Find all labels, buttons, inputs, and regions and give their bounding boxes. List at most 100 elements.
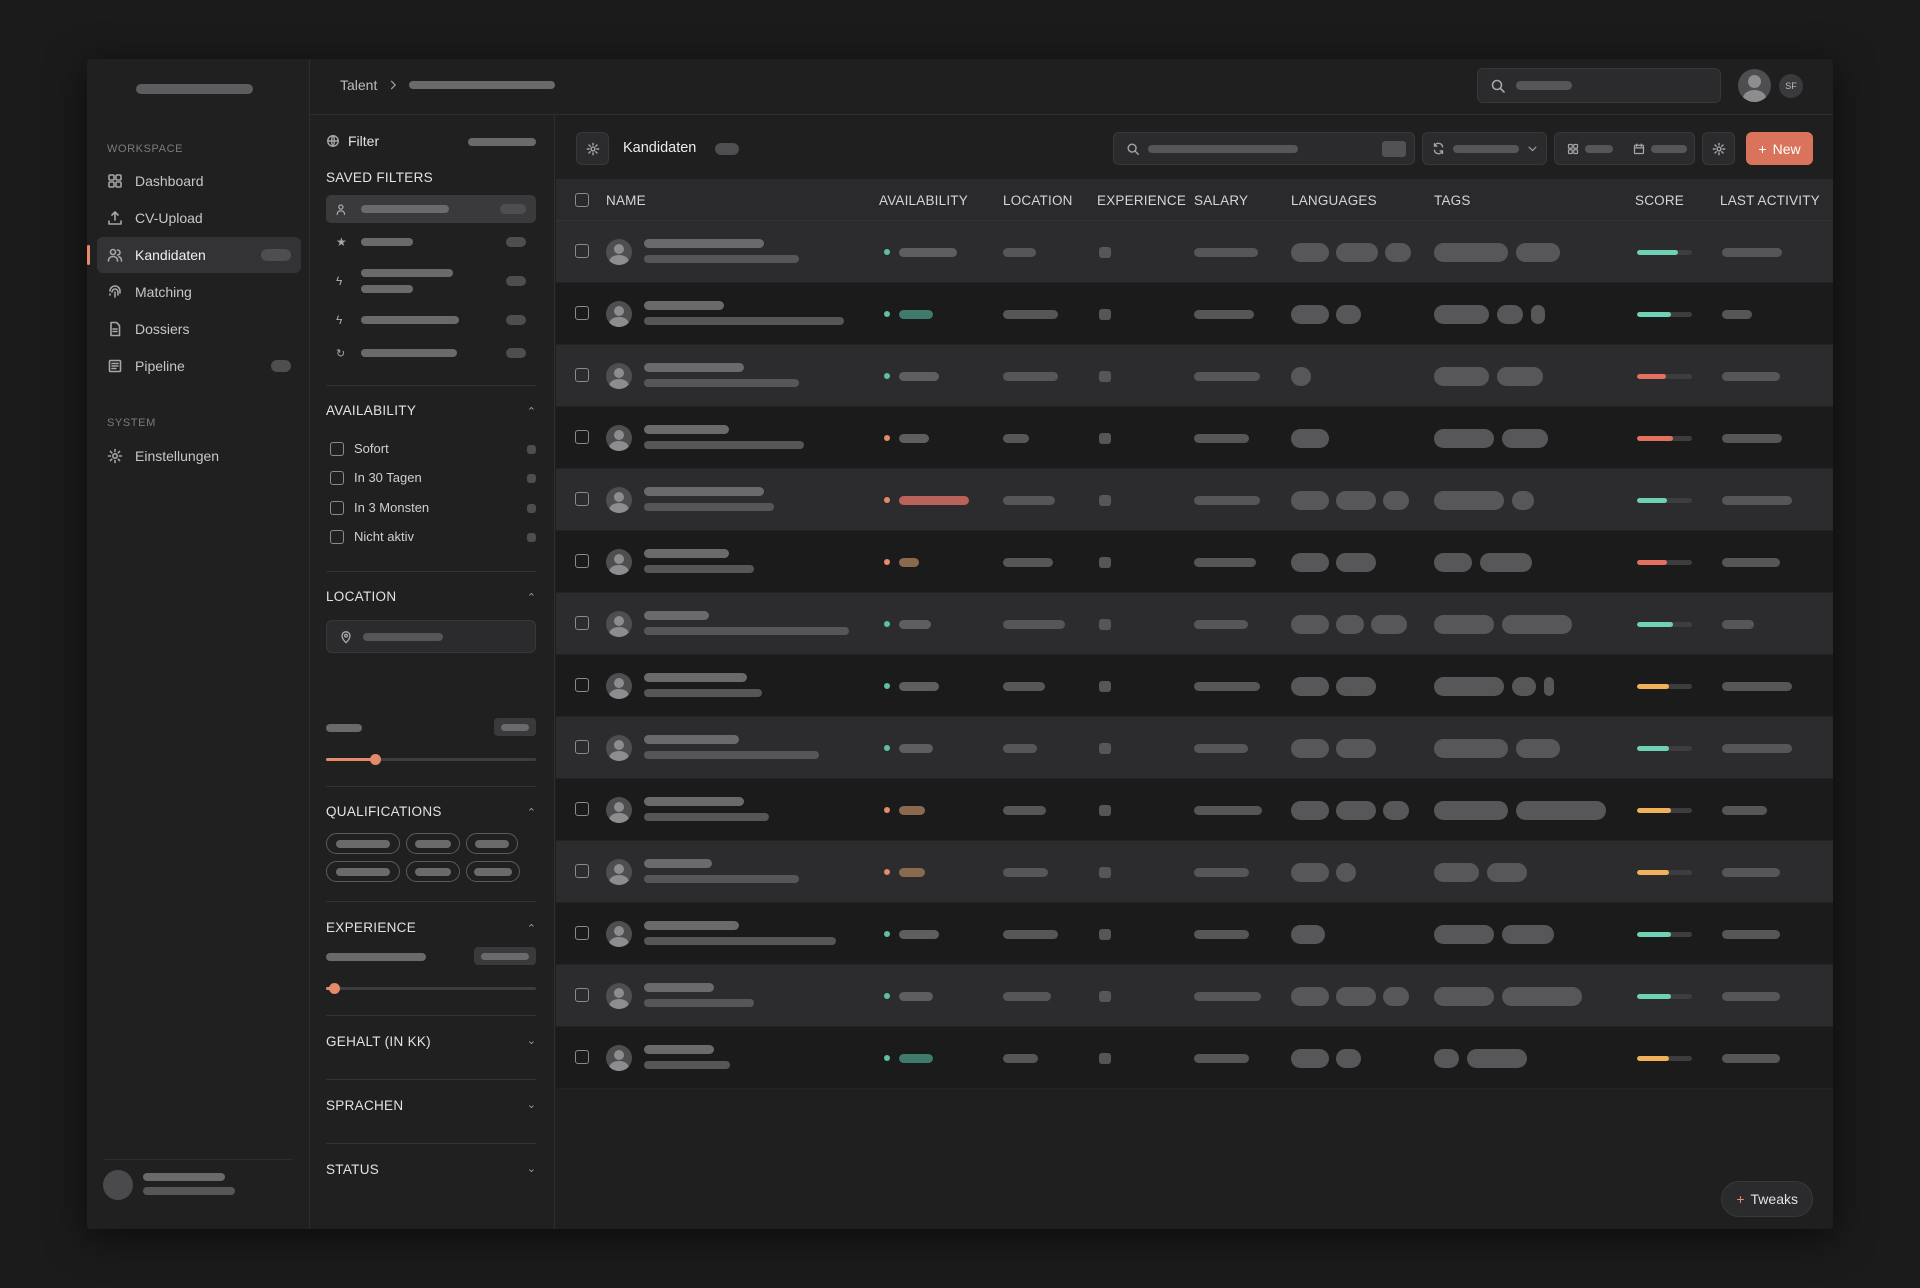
table-search-input[interactable]: [1113, 132, 1415, 165]
candidate-name-placeholder[interactable]: [644, 735, 739, 744]
row-checkbox[interactable]: [575, 864, 589, 878]
view-settings-button[interactable]: [576, 132, 609, 165]
candidate-name-placeholder[interactable]: [644, 363, 744, 372]
table-row[interactable]: [556, 779, 1833, 841]
saved-filter-item[interactable]: ϟ: [326, 306, 536, 334]
qualification-chip[interactable]: [406, 861, 460, 882]
location-input[interactable]: [326, 620, 536, 653]
row-checkbox[interactable]: [575, 368, 589, 382]
tweaks-button[interactable]: + Tweaks: [1721, 1181, 1813, 1217]
table-row[interactable]: [556, 655, 1833, 717]
table-row[interactable]: [556, 593, 1833, 655]
sidebar-item-pipeline[interactable]: Pipeline: [97, 348, 301, 384]
sidebar-item-kandidaten[interactable]: Kandidaten: [87, 237, 301, 273]
sidebar-item-dossiers[interactable]: Dossiers: [97, 311, 301, 347]
table-row[interactable]: [556, 903, 1833, 965]
table-row[interactable]: [556, 1027, 1833, 1089]
row-checkbox[interactable]: [575, 306, 589, 320]
column-header-last-activity[interactable]: LAST ACTIVITY: [1720, 193, 1820, 208]
chevron-down-icon[interactable]: ⌄: [526, 1163, 536, 1175]
candidate-name-placeholder[interactable]: [644, 239, 764, 248]
table-row[interactable]: [556, 469, 1833, 531]
table-row[interactable]: [556, 345, 1833, 407]
new-button[interactable]: + New: [1746, 132, 1813, 165]
row-checkbox[interactable]: [575, 988, 589, 1002]
salary-title[interactable]: GEHALT (IN KK): [326, 1034, 431, 1049]
row-checkbox[interactable]: [575, 492, 589, 506]
row-checkbox[interactable]: [575, 740, 589, 754]
chevron-up-icon[interactable]: ⌃: [526, 923, 536, 935]
table-row[interactable]: [556, 407, 1833, 469]
availability-option[interactable]: Sofort: [330, 441, 389, 456]
languages-title[interactable]: SPRACHEN: [326, 1098, 404, 1113]
experience-slider[interactable]: [326, 983, 536, 994]
table-row[interactable]: [556, 717, 1833, 779]
chevron-up-icon[interactable]: ⌃: [526, 592, 536, 604]
availability-option[interactable]: Nicht aktiv: [330, 529, 414, 544]
qualification-chip[interactable]: [326, 833, 400, 854]
breadcrumb-root[interactable]: Talent: [340, 77, 378, 93]
checkbox[interactable]: [330, 500, 344, 515]
chevron-down-icon[interactable]: ⌄: [526, 1035, 536, 1047]
candidate-name-placeholder[interactable]: [644, 859, 712, 868]
row-checkbox[interactable]: [575, 802, 589, 816]
sidebar-item-cv-upload[interactable]: CV-Upload: [97, 200, 301, 236]
slider-handle[interactable]: [370, 754, 381, 765]
chevron-up-icon[interactable]: ⌃: [526, 807, 536, 819]
candidate-name-placeholder[interactable]: [644, 487, 764, 496]
column-header-experience[interactable]: EXPERIENCE: [1097, 193, 1187, 208]
user-initials[interactable]: SF: [1779, 74, 1803, 98]
availability-option[interactable]: In 30 Tagen: [330, 470, 422, 485]
slider-handle[interactable]: [329, 983, 340, 994]
checkbox[interactable]: [330, 470, 344, 485]
candidate-name-placeholder[interactable]: [644, 797, 744, 806]
row-checkbox[interactable]: [575, 554, 589, 568]
chevron-down-icon[interactable]: ⌄: [526, 1099, 536, 1111]
row-checkbox[interactable]: [575, 926, 589, 940]
table-settings-button[interactable]: [1702, 132, 1735, 165]
row-checkbox[interactable]: [575, 244, 589, 258]
qualifications-title[interactable]: QUALIFICATIONS: [326, 804, 442, 819]
location-title[interactable]: LOCATION: [326, 589, 397, 604]
table-row[interactable]: [556, 221, 1833, 283]
availability-option[interactable]: In 3 Monsten: [330, 500, 429, 515]
row-checkbox[interactable]: [575, 430, 589, 444]
sidebar-item-settings[interactable]: Einstellungen: [97, 438, 301, 474]
candidate-name-placeholder[interactable]: [644, 549, 729, 558]
column-header-salary[interactable]: SALARY: [1194, 193, 1249, 208]
saved-filter-item[interactable]: ★: [326, 228, 536, 256]
qualification-chip[interactable]: [466, 833, 518, 854]
column-header-score[interactable]: SCORE: [1635, 193, 1685, 208]
candidate-name-placeholder[interactable]: [644, 1045, 714, 1054]
candidate-name-placeholder[interactable]: [644, 611, 709, 620]
candidate-name-placeholder[interactable]: [644, 921, 739, 930]
row-checkbox[interactable]: [575, 616, 589, 630]
calendar-icon[interactable]: [1633, 143, 1645, 155]
table-row[interactable]: [556, 531, 1833, 593]
saved-filter-item[interactable]: ϟ: [326, 261, 536, 301]
sidebar-item-matching[interactable]: Matching: [97, 274, 301, 310]
saved-filter-item[interactable]: ↻: [326, 339, 536, 367]
column-header-availability[interactable]: AVAILABILITY: [879, 193, 968, 208]
experience-title[interactable]: EXPERIENCE: [326, 920, 417, 935]
sidebar-item-dashboard[interactable]: Dashboard: [97, 163, 301, 199]
qualification-chip[interactable]: [326, 861, 400, 882]
availability-title[interactable]: AVAILABILITY: [326, 403, 417, 418]
table-row[interactable]: [556, 965, 1833, 1027]
column-header-languages[interactable]: LANGUAGES: [1291, 193, 1377, 208]
table-row[interactable]: [556, 283, 1833, 345]
candidate-name-placeholder[interactable]: [644, 673, 747, 682]
user-profile[interactable]: [103, 1159, 293, 1200]
sort-dropdown[interactable]: [1422, 132, 1547, 165]
chevron-up-icon[interactable]: ⌃: [526, 406, 536, 418]
column-header-name[interactable]: NAME: [606, 193, 646, 208]
view-toggle[interactable]: [1554, 132, 1695, 165]
filter-reset-placeholder[interactable]: [468, 138, 536, 146]
grid-icon[interactable]: [1567, 143, 1579, 155]
column-header-location[interactable]: LOCATION: [1003, 193, 1073, 208]
row-checkbox[interactable]: [575, 678, 589, 692]
saved-filter-item[interactable]: [326, 195, 536, 223]
global-search-input[interactable]: [1477, 68, 1721, 103]
column-header-tags[interactable]: TAGS: [1434, 193, 1471, 208]
radius-slider[interactable]: [326, 754, 536, 765]
